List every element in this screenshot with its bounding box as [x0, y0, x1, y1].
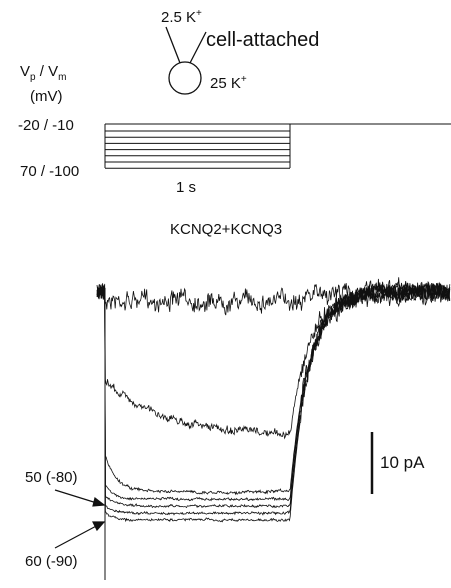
voltage-axis-label: Vp / Vm	[20, 63, 66, 83]
current-trace	[97, 283, 451, 523]
subscript: p	[30, 72, 36, 83]
cell	[168, 61, 202, 95]
current-trace	[96, 277, 451, 316]
arrow	[54, 523, 101, 549]
configuration-label: cell-attached	[206, 29, 319, 51]
unit-label: (mV)	[30, 88, 63, 105]
subscript: m	[58, 72, 66, 83]
arrow	[54, 489, 101, 505]
current-trace	[96, 282, 451, 440]
label: V	[20, 63, 30, 80]
bath-solution: 25 K+	[210, 74, 247, 92]
voltage-protocol	[104, 123, 451, 169]
current-trace	[96, 280, 451, 509]
label: 2.5 K	[161, 9, 196, 26]
trace-label: 50 (-80)	[25, 469, 78, 486]
time-scale: 1 s	[176, 179, 196, 196]
pipette-wall	[165, 26, 181, 64]
current-trace	[96, 282, 451, 516]
scale-label: 10 pA	[380, 453, 425, 472]
recording-title: KCNQ2+KCNQ3	[170, 221, 282, 238]
holding-level: -20 / -10	[18, 117, 74, 134]
superscript: +	[241, 74, 247, 85]
arrow-head	[92, 496, 106, 507]
superscript: +	[196, 8, 202, 19]
step-level: 70 / -100	[20, 163, 79, 180]
current-traces	[96, 277, 451, 523]
pipette-diagram	[165, 26, 207, 95]
pipette-wall	[189, 31, 207, 64]
arrow-head	[92, 521, 106, 532]
trace-label: 60 (-90)	[25, 553, 78, 570]
pipette-solution: 2.5 K+	[161, 8, 202, 26]
label: / V	[36, 63, 59, 80]
label: 25 K	[210, 75, 241, 92]
arrows	[54, 489, 106, 549]
